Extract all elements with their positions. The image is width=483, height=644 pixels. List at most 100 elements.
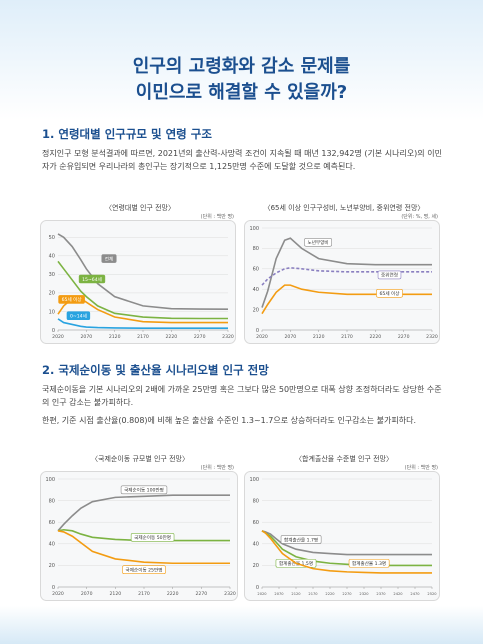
title-line: 인구의 고령화와 감소 문제를 bbox=[132, 56, 351, 77]
x-tick-label: 2220 bbox=[167, 591, 179, 597]
series-label: 국제순이동 50만명 bbox=[130, 533, 175, 542]
series-line bbox=[261, 266, 432, 286]
chart: 0 20 40 60 80 100 2020 2070 2120 2170 2220 2270 2320… bbox=[244, 220, 440, 344]
y-tick-label: 60 bbox=[49, 520, 55, 526]
x-tick-label: 2220 bbox=[325, 592, 335, 596]
series-line bbox=[57, 530, 230, 565]
x-tick-label: 2120 bbox=[109, 591, 121, 597]
x-tick-label: 2120 bbox=[109, 334, 121, 340]
x-tick-label: 2320 bbox=[359, 592, 369, 596]
series-label-box bbox=[130, 533, 175, 542]
y-tick-label: 20 bbox=[49, 563, 55, 569]
series-label-text: 65세 이상 bbox=[380, 290, 401, 297]
section-heading: 2. 국제순이동 및 출산율 시나리오별 인구 전망 bbox=[42, 363, 269, 377]
top-background bbox=[0, 0, 483, 120]
title-line: 이민으로 해결할 수 있을까? bbox=[135, 82, 348, 103]
x-tick-label: 2070 bbox=[284, 334, 296, 340]
series-line bbox=[57, 528, 230, 542]
chart-frame bbox=[244, 471, 440, 601]
chart-title: 〈연령대별 인구 전망〉 bbox=[105, 204, 175, 212]
chart-unit: (단위 : 백만 명) bbox=[200, 465, 234, 471]
series-label-text: 15~64세 bbox=[82, 276, 102, 283]
x-tick-label: 2170 bbox=[137, 334, 149, 340]
x-tick-label: 2070 bbox=[80, 334, 92, 340]
x-tick-label: 2520 bbox=[427, 592, 437, 596]
chart: 0 20 40 60 80 100 2020 2070 2120 2170 2220 2270 2320… bbox=[40, 471, 238, 601]
series-label-text: 중위연령 bbox=[381, 272, 398, 279]
series-label-box bbox=[122, 565, 166, 575]
series-label-text: 65세 이상 bbox=[62, 296, 83, 303]
y-tick-label: 60 bbox=[253, 520, 259, 526]
x-tick-label: 2320 bbox=[426, 334, 438, 340]
y-tick-label: 0 bbox=[52, 585, 55, 591]
y-tick-label: 10 bbox=[49, 309, 55, 315]
series-label-box bbox=[376, 288, 403, 298]
chart-frame bbox=[244, 220, 440, 344]
bottom-background bbox=[0, 606, 483, 644]
series-label-text: 국제순이동 25만명 bbox=[126, 567, 163, 574]
series-label: 합계출산율 1.3명 bbox=[348, 558, 390, 568]
y-tick-label: 100 bbox=[249, 477, 259, 483]
series-label-text: 노년부양비 bbox=[308, 239, 329, 246]
series-label: 0~14세 bbox=[66, 311, 91, 321]
x-tick-label: 2020 bbox=[256, 334, 268, 340]
x-tick-label: 2420 bbox=[393, 592, 403, 596]
series-label-text: 합계출산율 1.7명 bbox=[284, 536, 318, 543]
series-label-text: 0~14세 bbox=[70, 313, 87, 320]
x-tick-label: 2470 bbox=[410, 592, 420, 596]
x-tick-label: 2120 bbox=[291, 592, 301, 596]
series-label-text: 국제순이동 50만명 bbox=[134, 534, 171, 541]
series-label: 65세 이상 bbox=[58, 295, 85, 304]
y-tick-label: 40 bbox=[49, 542, 55, 548]
x-tick-label: 2270 bbox=[398, 334, 410, 340]
series-label: 국제순이동 100만명 bbox=[120, 485, 168, 495]
series-label: 노년부양비 bbox=[304, 237, 332, 247]
series-line bbox=[57, 318, 228, 329]
x-tick-label: 2020 bbox=[52, 591, 64, 597]
series-label-text: 합계출산율 1.3명 bbox=[352, 560, 386, 567]
series-line bbox=[57, 233, 229, 311]
paragraph: 국제순이동을 기본 시나리오의 2배에 가까운 25만명 혹은 그보다 많은 5… bbox=[42, 385, 442, 407]
y-tick-label: 80 bbox=[49, 498, 55, 504]
chart-title: 〈65세 이상 인구구성비, 노년부양비, 중위연령 전망〉 bbox=[263, 204, 425, 212]
y-tick-label: 100 bbox=[249, 226, 259, 232]
series-label-box bbox=[66, 311, 91, 321]
x-tick-label: 2370 bbox=[376, 592, 386, 596]
x-tick-label: 2270 bbox=[195, 591, 207, 597]
chart-title: 〈합계출산율 수준별 인구 전망〉 bbox=[295, 455, 393, 463]
y-tick-label: 20 bbox=[253, 307, 259, 313]
y-tick-label: 80 bbox=[253, 246, 259, 252]
x-tick-label: 2320 bbox=[224, 591, 236, 597]
y-tick-label: 0 bbox=[256, 585, 259, 591]
series-label-text: 전체 bbox=[105, 255, 113, 262]
y-tick-label: 40 bbox=[253, 542, 259, 548]
y-tick-label: 50 bbox=[49, 235, 55, 241]
series-line bbox=[57, 494, 230, 532]
section-heading: 1. 연령대별 인구규모 및 연령 구조 bbox=[42, 127, 212, 141]
y-tick-label: 80 bbox=[253, 498, 259, 504]
y-tick-label: 60 bbox=[253, 267, 259, 273]
chart-unit: (단위: %, 명, 세) bbox=[401, 214, 438, 220]
x-tick-label: 2070 bbox=[274, 592, 284, 596]
y-tick-label: 30 bbox=[49, 272, 55, 278]
chart: 0 20 40 60 80 100 2020 2070 2120 2170 2220 2270 2320… bbox=[244, 471, 440, 601]
chart-unit: (단위 : 백만 명) bbox=[404, 465, 438, 471]
x-tick-label: 2320 bbox=[222, 334, 234, 340]
series-line bbox=[261, 530, 432, 567]
series-label-text: 국제순이동 100만명 bbox=[124, 487, 164, 494]
chart-unit: (단위 : 백만 명) bbox=[200, 214, 234, 220]
series-label: 15~64세 bbox=[78, 274, 106, 284]
x-tick-label: 2070 bbox=[81, 591, 93, 597]
series-label-box bbox=[377, 270, 402, 280]
series-label-box bbox=[78, 274, 106, 284]
x-tick-label: 2020 bbox=[52, 334, 64, 340]
y-tick-label: 20 bbox=[253, 563, 259, 569]
y-tick-label: 0 bbox=[256, 328, 259, 334]
x-tick-label: 2220 bbox=[165, 334, 177, 340]
x-tick-label: 2120 bbox=[313, 334, 325, 340]
x-tick-label: 2170 bbox=[138, 591, 150, 597]
y-tick-label: 0 bbox=[52, 328, 55, 334]
series-label-box bbox=[280, 535, 322, 544]
chart-title: 〈국제순이동 규모별 인구 전망〉 bbox=[91, 455, 189, 463]
